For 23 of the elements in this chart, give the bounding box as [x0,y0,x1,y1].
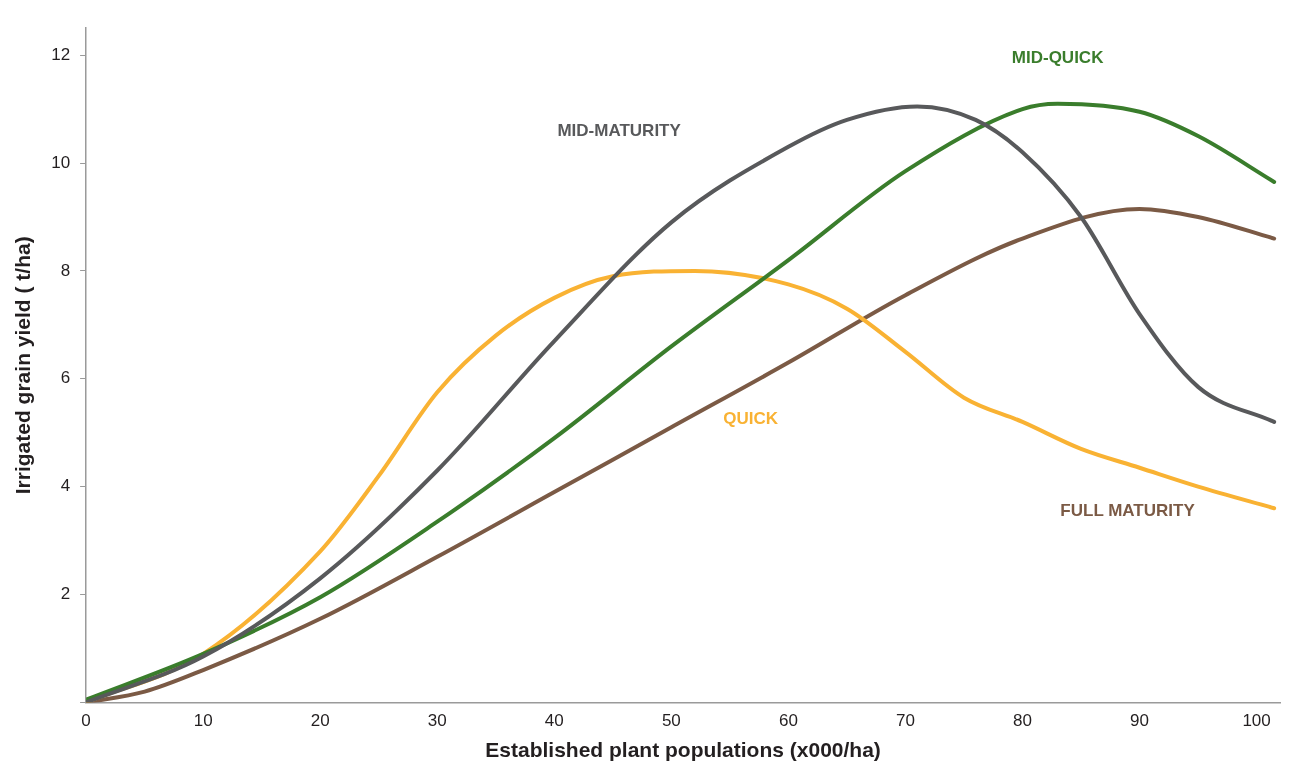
x-tick-label: 30 [427,711,447,731]
x-tick-label: 40 [544,711,564,731]
x-tick-label: 90 [1130,711,1149,731]
y-tick-label: 6 [60,368,71,388]
x-tick-label: 20 [310,711,330,731]
x-tick-label: 10 [193,711,213,731]
x-tick-label: 0 [81,711,91,731]
text: FULL MATURITY [1060,500,1196,520]
x-tick-label: 60 [778,711,798,731]
text: MID-QUICK [1011,48,1105,68]
text: MID-MATURITY [557,121,682,141]
y-tick-label: 8 [60,260,71,280]
x-tick-label: 80 [1013,711,1032,731]
y-tick-label: 10 [51,152,71,172]
y-tick-label: 12 [51,44,71,64]
x-tick-label: 100 [1242,711,1271,731]
x-tick-label: 50 [661,711,681,731]
x-axis-title: Established plant populations (x000/ha) [485,738,881,762]
y-axis-title: Irrigated grain yield ( t/ha) [11,236,35,495]
y-tick-label: 4 [60,476,71,496]
y-tick-label: 2 [60,584,71,604]
x-tick-label: 70 [895,711,915,731]
text: QUICK [723,408,779,428]
